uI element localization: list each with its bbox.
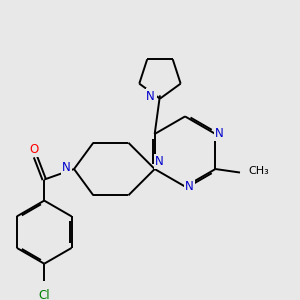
Text: O: O	[29, 143, 38, 156]
Text: N: N	[147, 89, 156, 102]
Text: CH₃: CH₃	[249, 166, 269, 176]
Text: N: N	[185, 180, 194, 193]
Text: N: N	[146, 90, 155, 104]
Text: N: N	[62, 161, 71, 174]
Text: N: N	[154, 155, 163, 168]
Text: N: N	[215, 128, 224, 140]
Text: Cl: Cl	[38, 289, 50, 300]
